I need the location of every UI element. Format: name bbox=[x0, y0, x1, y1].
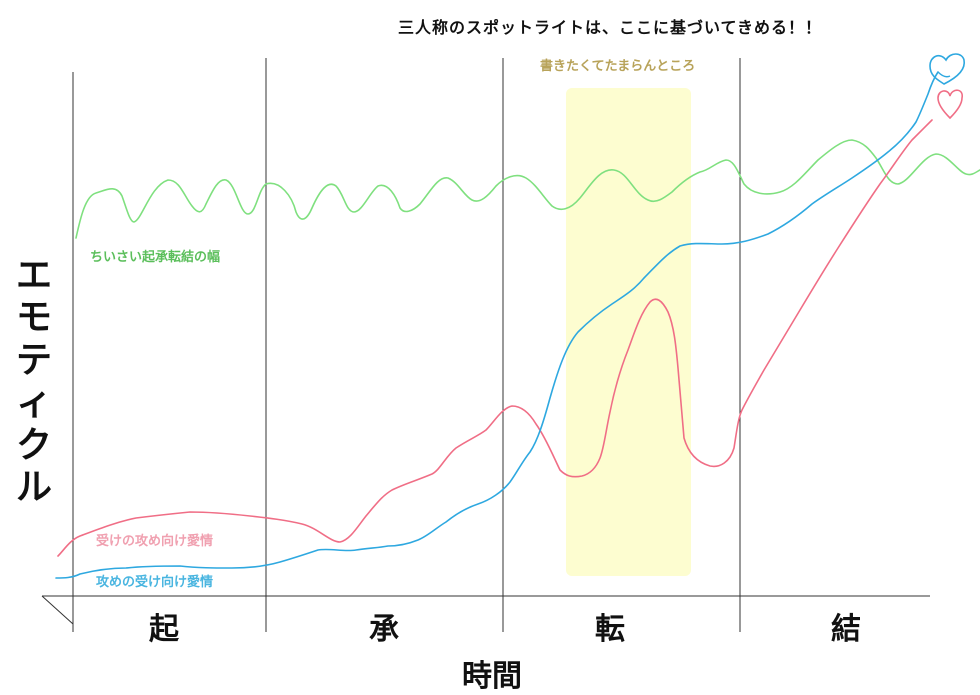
green-line bbox=[75, 139, 980, 239]
y-axis-label: エモティクル bbox=[15, 255, 52, 509]
pink-heart-icon bbox=[937, 89, 963, 120]
blue-heart-icon bbox=[929, 53, 966, 85]
blue-heart-ribbon bbox=[937, 71, 951, 78]
axis-corner-slash bbox=[41, 595, 74, 625]
phase-label-ketsu: 結 bbox=[831, 612, 861, 647]
highlight-region bbox=[566, 88, 691, 576]
phase-label-ki: 起 bbox=[149, 612, 179, 647]
header-note: 三人称のスポットライトは、ここに基づいてきめる！！ bbox=[398, 18, 823, 37]
phase-label-sho: 承 bbox=[369, 612, 399, 647]
x-axis-label: 時間 bbox=[462, 659, 522, 694]
pink-line bbox=[57, 119, 933, 557]
highlight-label: 書きたくてたまらんところ bbox=[540, 59, 696, 74]
pink-line-label: 受けの攻め向け愛情 bbox=[96, 534, 214, 549]
blue-line-label: 攻めの受け向け愛情 bbox=[96, 575, 214, 590]
phase-label-ten: 転 bbox=[595, 612, 625, 647]
green-line-label: ちいさい起承転結の幅 bbox=[90, 250, 221, 265]
blue-line bbox=[55, 71, 939, 579]
